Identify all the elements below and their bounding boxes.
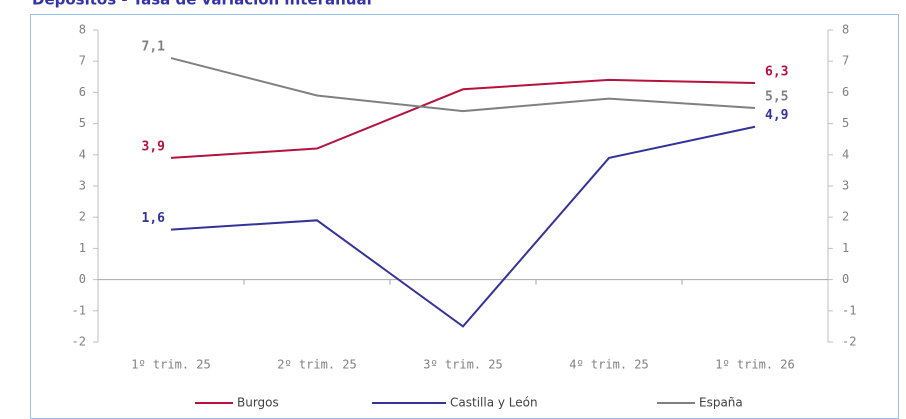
y2-tick-label: 2 [842, 210, 849, 224]
y2-tick-label: 1 [842, 241, 849, 255]
data-label: 4,9 [765, 108, 788, 123]
y2-tick-label: 0 [842, 272, 849, 286]
data-label: 5,5 [765, 90, 788, 105]
y2-tick-label: 8 [842, 23, 849, 37]
x-tick-label: 1º trim. 25 [131, 358, 210, 372]
data-label: 3,9 [142, 139, 165, 154]
data-label: 7,1 [142, 40, 166, 55]
y2-tick-label: 6 [842, 85, 849, 99]
y2-tick-label: 5 [842, 116, 849, 130]
y-tick-label: 6 [79, 85, 86, 99]
y2-tick-label: 3 [842, 179, 849, 193]
y2-tick-label: -1 [842, 303, 856, 317]
y-tick-label: -1 [72, 303, 86, 317]
y-tick-label: 1 [79, 241, 86, 255]
y-tick-label: -2 [72, 335, 86, 349]
y-tick-label: 5 [79, 116, 86, 130]
chart-title: Depósitos - Tasa de variación interanual [32, 0, 372, 9]
x-tick-label: 3º trim. 25 [423, 358, 502, 372]
x-tick-label: 4º trim. 25 [569, 358, 648, 372]
series-line [170, 125, 756, 328]
series-line [170, 57, 756, 113]
y-tick-label: 8 [79, 23, 86, 37]
legend-label: Burgos [237, 396, 279, 410]
data-label: 1,6 [142, 211, 166, 226]
y-tick-label: 3 [79, 179, 86, 193]
y-tick-label: 4 [79, 147, 86, 161]
data-label: 6,3 [765, 65, 788, 80]
y2-tick-label: 4 [842, 147, 849, 161]
y-tick-label: 0 [79, 272, 86, 286]
y2-tick-label: 7 [842, 54, 849, 68]
x-tick-label: 2º trim. 25 [277, 358, 356, 372]
legend-label: España [699, 396, 743, 410]
series-line [170, 78, 756, 159]
y-tick-label: 2 [79, 210, 86, 224]
y-tick-label: 7 [79, 54, 86, 68]
legend-label: Castilla y León [450, 396, 538, 410]
x-tick-label: 1º trim. 26 [715, 358, 794, 372]
y2-tick-label: -2 [842, 335, 856, 349]
